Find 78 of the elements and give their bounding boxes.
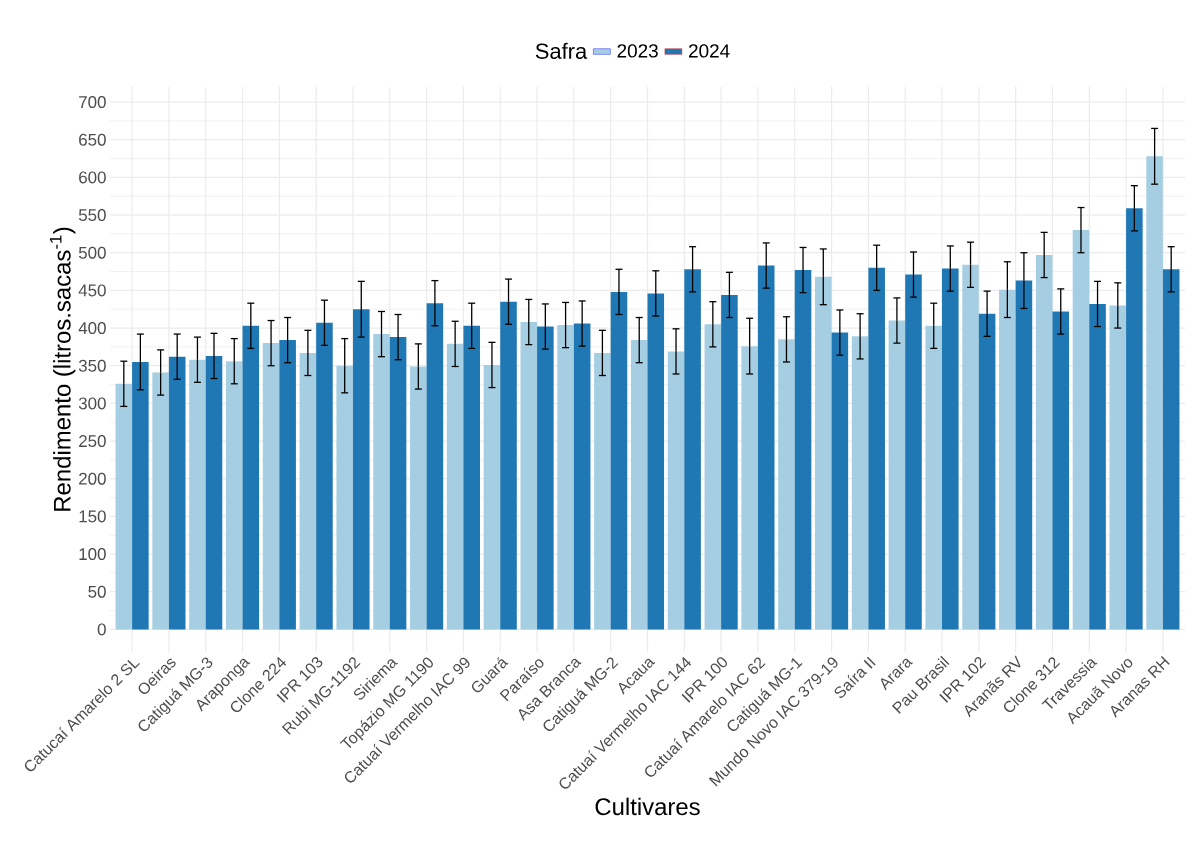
bar bbox=[115, 383, 133, 630]
bar bbox=[152, 372, 169, 630]
legend-label: 2024 bbox=[689, 44, 730, 58]
bar bbox=[168, 356, 186, 630]
bar bbox=[463, 325, 480, 630]
bar bbox=[925, 325, 943, 630]
bar bbox=[741, 346, 758, 630]
x-axis-title: Cultivares bbox=[595, 797, 700, 816]
bar bbox=[336, 365, 353, 630]
bar bbox=[1035, 254, 1053, 630]
y-tick-label: 100 bbox=[79, 548, 106, 561]
bar bbox=[225, 361, 243, 630]
bar bbox=[684, 269, 701, 630]
bar bbox=[373, 334, 390, 630]
bar bbox=[557, 325, 574, 630]
bar bbox=[815, 276, 832, 630]
bar bbox=[279, 340, 296, 630]
bar bbox=[794, 270, 812, 630]
bar bbox=[1072, 230, 1090, 630]
bar bbox=[978, 313, 996, 630]
bar bbox=[778, 339, 795, 630]
y-tick-label: 50 bbox=[88, 585, 106, 598]
y-tick-label: 150 bbox=[79, 510, 106, 523]
bar bbox=[426, 303, 444, 630]
y-tick-label: 550 bbox=[78, 209, 106, 222]
y-tick-label: 700 bbox=[79, 96, 106, 109]
y-tick-label: 0 bbox=[97, 623, 106, 636]
y-tick-label: 500 bbox=[78, 246, 106, 259]
bar bbox=[1162, 269, 1180, 630]
bar bbox=[483, 364, 501, 630]
bar bbox=[316, 322, 333, 630]
bar bbox=[1015, 280, 1033, 630]
bar bbox=[520, 322, 538, 630]
bar bbox=[205, 355, 223, 630]
bar bbox=[1146, 156, 1163, 630]
y-tick-label: 300 bbox=[78, 397, 106, 410]
legend-label: 2023 bbox=[617, 44, 658, 58]
y-axis-title: Rendimento (litros.sacas$^{-1}$) bbox=[49, 227, 76, 511]
y-tick-label: 250 bbox=[79, 435, 106, 448]
y-tick-label: 350 bbox=[78, 359, 106, 372]
bar bbox=[888, 320, 906, 630]
bar bbox=[721, 294, 738, 630]
bar bbox=[610, 291, 628, 630]
bar bbox=[757, 265, 775, 630]
bar bbox=[667, 351, 685, 630]
y-tick-label: 400 bbox=[78, 322, 106, 335]
bar bbox=[573, 323, 591, 630]
bar bbox=[500, 301, 517, 630]
bar bbox=[1126, 208, 1143, 630]
bar bbox=[1052, 311, 1070, 630]
bar bbox=[262, 343, 280, 630]
legend-title: Safra bbox=[535, 42, 588, 59]
bar bbox=[851, 336, 869, 630]
bar bbox=[868, 267, 885, 630]
bar bbox=[594, 352, 611, 630]
bar bbox=[1109, 305, 1127, 630]
bar bbox=[942, 268, 959, 630]
bar bbox=[962, 264, 979, 630]
bar bbox=[537, 326, 554, 630]
y-tick-label: 450 bbox=[78, 284, 106, 297]
bar bbox=[647, 293, 665, 630]
y-tick-label: 650 bbox=[79, 133, 106, 146]
bar bbox=[1089, 303, 1106, 630]
bar bbox=[389, 337, 407, 630]
bar bbox=[299, 352, 317, 630]
bar bbox=[704, 324, 722, 630]
bar bbox=[189, 359, 206, 630]
y-tick-label: 200 bbox=[79, 472, 106, 485]
bar bbox=[999, 289, 1016, 630]
y-tick-label: 600 bbox=[79, 171, 106, 184]
bar bbox=[352, 309, 370, 630]
bar bbox=[242, 325, 260, 630]
bar bbox=[446, 343, 464, 630]
bar bbox=[630, 340, 648, 630]
bar bbox=[410, 366, 427, 630]
bar bbox=[831, 332, 849, 630]
bar bbox=[905, 274, 922, 630]
bar bbox=[132, 361, 149, 630]
